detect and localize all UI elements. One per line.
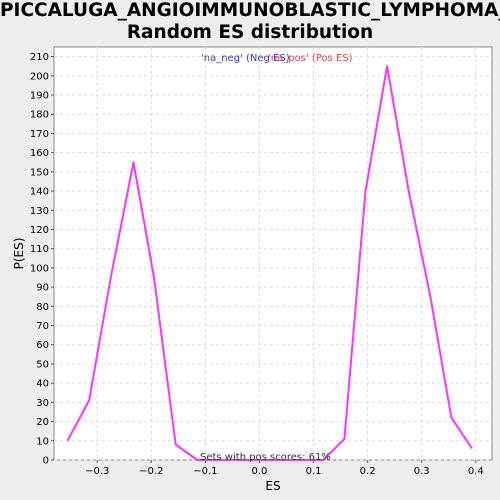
legend-neg-label: 'na_neg' (Neg ES) [201,53,290,64]
pos-scores-annotation: Sets with pos scores: 61% [200,452,331,463]
x-axis-ticks: −0.3 −0.2 −0.1 0.0 0.1 0.2 0.3 0.4 [85,460,484,477]
y-tick-label: 110 [30,244,49,255]
es-distribution-line [66,65,473,461]
chart-title: PICCALUGA_ANGIOIMMUNOBLASTIC_LYMPHOMA_DN… [0,0,500,44]
chart-title-line-2: Random ES distribution [126,22,374,43]
chart-title-line-1: PICCALUGA_ANGIOIMMUNOBLASTIC_LYMPHOMA_DN… [0,0,500,21]
y-tick-label: 190 [30,91,49,102]
y-tick-label: 180 [30,110,49,121]
x-tick-label: 0.2 [360,466,376,477]
x-tick-label: 0.4 [468,466,484,477]
y-tick-label: 100 [30,263,49,274]
x-axis-label: ES [265,479,280,493]
y-tick-label: 210 [30,52,49,63]
y-tick-label: 120 [30,225,49,236]
plot-area [53,46,493,461]
y-tick-label: 0 [43,456,49,467]
x-tick-label: 0.0 [252,466,268,477]
y-tick-label: 160 [30,148,49,159]
y-tick-label: 30 [36,398,49,409]
legend-pos-label: 'na_pos' (Pos ES) [268,53,353,64]
y-tick-label: 200 [30,71,49,82]
y-tick-label: 60 [36,340,49,351]
series-group [66,65,473,461]
x-tick-label: 0.3 [414,466,430,477]
x-tick-label: −0.3 [85,466,109,477]
y-axis-label: P(ES) [12,238,26,270]
y-tick-label: 70 [36,321,49,332]
y-tick-label: 150 [30,167,49,178]
y-tick-label: 170 [30,129,49,140]
y-tick-label: 10 [36,436,49,447]
y-tick-label: 50 [36,359,49,370]
y-axis-ticks: 0 10 20 30 40 50 60 70 80 90 100 110 120 130 140 150 160… [30,52,54,467]
y-tick-label: 40 [36,379,49,390]
y-tick-label: 80 [36,302,49,313]
x-tick-label: −0.2 [139,466,163,477]
y-tick-label: 90 [36,283,49,294]
y-tick-label: 20 [36,417,49,428]
x-tick-label: −0.1 [193,466,217,477]
x-tick-label: 0.1 [306,466,322,477]
y-tick-label: 140 [30,187,49,198]
y-tick-label: 130 [30,206,49,217]
